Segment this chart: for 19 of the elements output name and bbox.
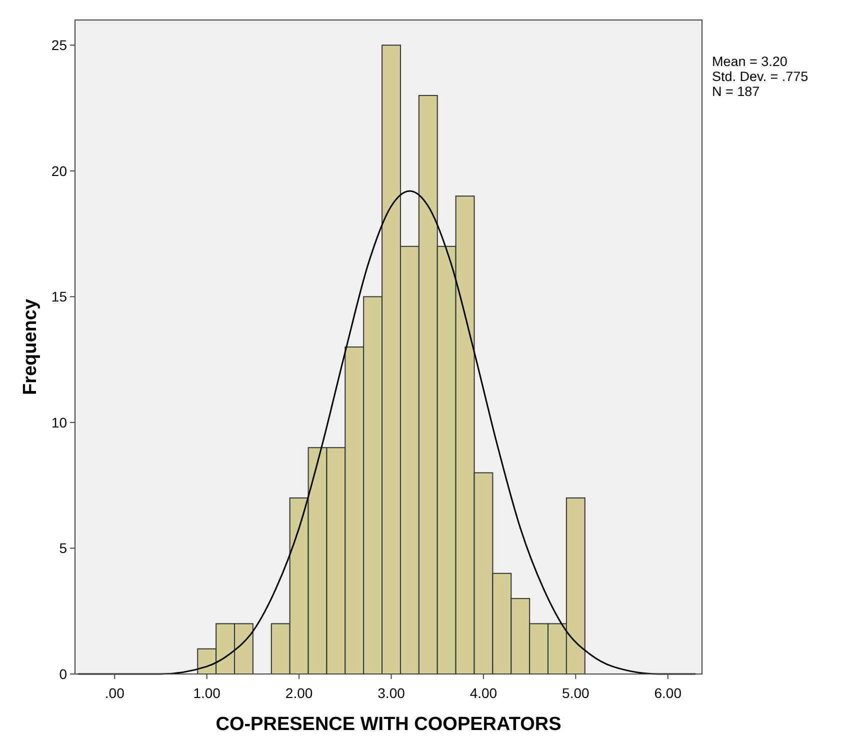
y-tick-label: 0 (59, 666, 68, 682)
x-tick-label: 6.00 (654, 685, 682, 701)
text: Mean = 3.20 (712, 54, 788, 69)
y-axis-title: Frequency (20, 298, 41, 396)
x-tick-label: 4.00 (470, 685, 498, 701)
y-tick-label: 20 (51, 162, 68, 179)
text: Std. Dev. = .775 (712, 69, 808, 84)
x-axis-title: CO-PRESENCE WITH COOPERATORS (216, 714, 562, 735)
y-tick-label: 15 (51, 288, 68, 305)
line-series (77, 190, 696, 675)
x-tick-label: 1.00 (193, 685, 221, 701)
y-tick-label: 10 (51, 414, 68, 430)
y-tick-label: 25 (51, 37, 68, 54)
text: N = 187 (712, 84, 760, 99)
x-tick-label: 5.00 (562, 685, 590, 701)
x-tick-label: .00 (104, 685, 125, 701)
y-tick-label: 5 (59, 540, 68, 556)
x-tick-label: 2.00 (285, 685, 313, 701)
x-tick-label: 3.00 (378, 685, 406, 701)
